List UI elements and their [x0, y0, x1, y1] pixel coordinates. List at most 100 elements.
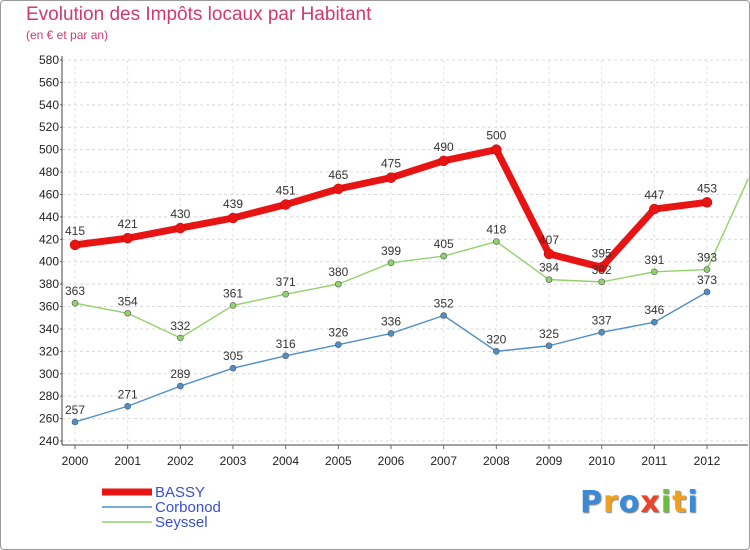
- data-label-corbonod: 325: [539, 327, 559, 341]
- data-label-bassy: 475: [381, 157, 401, 171]
- data-label-corbonod: 271: [118, 387, 138, 401]
- data-label-seyssel: 405: [434, 237, 454, 251]
- data-label-corbonod: 337: [592, 313, 612, 327]
- data-label-bassy: 395: [592, 246, 612, 260]
- x-tick-label: 2007: [430, 454, 457, 468]
- data-point-bassy: [227, 212, 239, 224]
- data-point-bassy: [596, 262, 607, 273]
- data-point-corbonod: [440, 312, 447, 319]
- x-tick-label: 2002: [167, 454, 194, 468]
- data-label-corbonod: 336: [381, 314, 401, 328]
- data-point-corbonod: [124, 402, 131, 410]
- chart-title: Evolution des Impôts locaux par Habitant: [26, 4, 372, 25]
- data-label-corbonod: 320: [486, 332, 506, 346]
- data-point-bassy: [333, 183, 344, 195]
- y-tick-label: 280: [39, 389, 59, 403]
- data-label-bassy: 465: [328, 168, 348, 182]
- logo-letter: i: [687, 485, 699, 520]
- data-label-seyssel: 399: [381, 244, 401, 258]
- data-point-corbonod: [282, 352, 289, 360]
- data-point-seyssel: [335, 280, 342, 288]
- data-label-seyssel: 393: [697, 251, 717, 265]
- y-tick-label: 380: [39, 277, 59, 291]
- x-tick-label: 2000: [62, 454, 89, 468]
- data-label-seyssel: 354: [118, 294, 138, 308]
- data-label-corbonod: 346: [644, 303, 664, 317]
- logo-letter: o: [618, 485, 641, 520]
- data-label-seyssel: 361: [223, 286, 243, 300]
- data-label-seyssel: 371: [276, 275, 296, 289]
- data-label-bassy: 451: [276, 184, 296, 198]
- y-tick-label: 500: [39, 143, 59, 157]
- y-tick-label: 480: [39, 165, 59, 179]
- logo-letter: i: [660, 485, 673, 520]
- y-tick-label: 580: [39, 53, 59, 67]
- data-point-seyssel: [703, 266, 711, 273]
- data-point-corbonod: [229, 364, 237, 372]
- y-tick-label: 460: [39, 187, 59, 201]
- data-point-bassy: [280, 199, 291, 210]
- x-tick-label: 2003: [220, 454, 247, 468]
- data-point-bassy: [175, 222, 186, 234]
- data-label-corbonod: 305: [223, 349, 243, 363]
- x-tick-label: 2001: [114, 454, 141, 468]
- x-tick-label: 2006: [378, 454, 405, 468]
- y-tick-label: 360: [39, 300, 59, 314]
- data-point-bassy: [122, 232, 133, 244]
- data-point-seyssel: [124, 309, 131, 317]
- data-point-seyssel: [229, 302, 237, 309]
- y-tick-label: 440: [39, 210, 59, 224]
- data-point-seyssel: [282, 290, 289, 298]
- data-label-corbonod: 352: [434, 296, 454, 310]
- data-label-corbonod: 316: [276, 337, 296, 351]
- data-point-seyssel: [545, 276, 553, 283]
- logo-letter: x: [640, 485, 661, 520]
- legend-label-bassy: BASSY: [155, 484, 205, 501]
- data-label-bassy: 439: [223, 197, 243, 211]
- data-label-bassy: 490: [434, 140, 454, 154]
- y-tick-label: 400: [39, 255, 59, 269]
- legend-label-corbonod: Corbonod: [155, 499, 221, 516]
- data-label-bassy: 430: [170, 207, 190, 221]
- data-label-seyssel: 384: [539, 261, 559, 275]
- x-tick-label: 2008: [483, 454, 510, 468]
- data-point-bassy: [543, 248, 555, 260]
- data-label-bassy: 500: [486, 129, 506, 143]
- data-point-bassy: [701, 197, 713, 208]
- y-tick-label: 340: [39, 322, 59, 336]
- series-group: [69, 144, 749, 426]
- data-label-bassy: 421: [118, 217, 138, 231]
- data-point-seyssel: [440, 252, 447, 260]
- data-label-bassy: 447: [644, 188, 664, 202]
- y-tick-label: 260: [39, 412, 59, 426]
- data-point-seyssel: [598, 278, 605, 286]
- logo-letter: r: [603, 485, 619, 520]
- y-tick-label: 240: [39, 434, 59, 448]
- x-tick-label: 2012: [694, 454, 721, 468]
- data-point-corbonod: [703, 288, 711, 296]
- logo-letter: P: [580, 485, 603, 520]
- data-point-bassy: [438, 155, 449, 167]
- data-label-seyssel: 382: [592, 263, 612, 277]
- data-point-corbonod: [387, 330, 395, 337]
- x-tick-label: 2009: [536, 454, 563, 468]
- data-label-bassy: 407: [539, 233, 559, 247]
- data-label-seyssel: 363: [65, 284, 85, 298]
- data-label-bassy: 453: [697, 181, 717, 195]
- data-label-seyssel: 391: [644, 253, 664, 267]
- data-label-seyssel: 380: [328, 265, 348, 279]
- data-label-corbonod: 373: [697, 273, 717, 287]
- data-label-bassy: 415: [65, 224, 85, 238]
- data-point-bassy: [385, 172, 397, 183]
- data-point-corbonod: [71, 418, 79, 426]
- y-tick-label: 300: [39, 367, 59, 381]
- x-tick-label: 2005: [325, 454, 352, 468]
- data-point-corbonod: [493, 348, 500, 355]
- logo-letter: t: [672, 485, 688, 520]
- data-label-corbonod: 326: [328, 326, 348, 340]
- data-point-corbonod: [177, 382, 184, 390]
- x-tick-label: 2010: [588, 454, 615, 468]
- data-point-seyssel: [177, 334, 184, 342]
